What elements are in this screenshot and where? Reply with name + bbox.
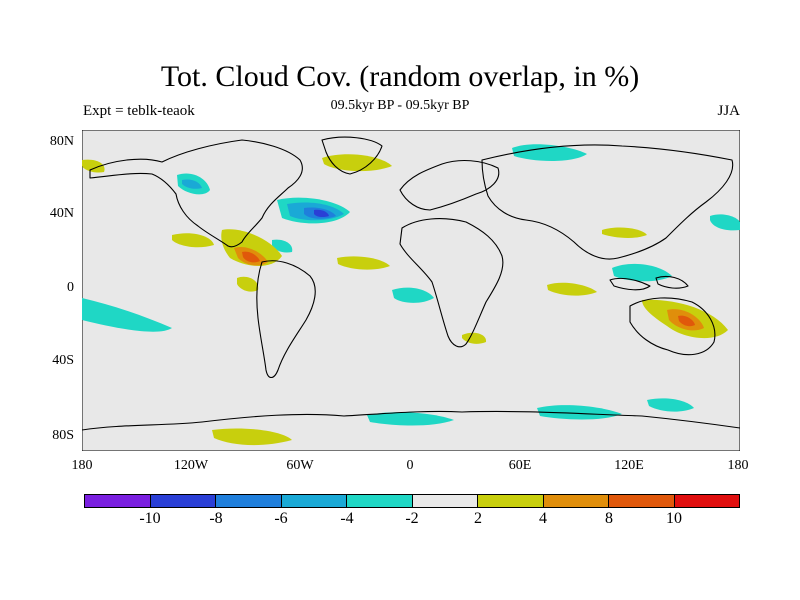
colorbar-box (85, 495, 151, 507)
anomaly-strong-negative-patch (182, 179, 202, 189)
colorbar-box (150, 495, 216, 507)
anomaly-strong-positive-patch (242, 251, 260, 263)
anomaly-negative-patch (537, 405, 622, 420)
anomaly-positive-patch (172, 233, 214, 248)
lon-label-180e: 180 (727, 458, 749, 473)
colorbar-box (412, 495, 478, 507)
lat-label-equator: 0 (67, 280, 74, 295)
colorbar-label: 10 (666, 510, 682, 527)
coastline-australia (629, 297, 716, 356)
anomaly-strong-negative-patch (314, 209, 329, 218)
coastline-asia (481, 144, 734, 260)
anomaly-positive-patch (82, 159, 105, 173)
anomaly-negative-patch (392, 287, 434, 303)
colorbar-label: -6 (274, 510, 288, 527)
colorbar-box (674, 495, 739, 507)
anomaly-negative-patch (82, 298, 172, 332)
anomaly-positive-patch (602, 227, 647, 238)
colorbar-box (347, 495, 413, 507)
colorbar-label: -8 (209, 510, 223, 527)
anomaly-positive-patch (221, 229, 282, 266)
colorbar-label: 4 (539, 510, 547, 527)
anomaly-negative-patch (512, 144, 587, 161)
colorbar-box (543, 495, 609, 507)
colorbar-box (609, 495, 675, 507)
lon-label-180w: 180 (71, 458, 93, 473)
anomaly-negative-patch (710, 214, 740, 231)
colorbar-box (478, 495, 544, 507)
anomaly-negative-patch (367, 412, 454, 426)
colorbar-label: 2 (474, 510, 482, 527)
lat-label-40n: 40N (49, 206, 74, 221)
season-label: JJA (717, 103, 740, 119)
colorbar-label: 8 (605, 510, 613, 527)
coastline-greenland (321, 136, 383, 175)
map-panel (82, 130, 740, 451)
coastline-indonesia (609, 275, 689, 291)
lon-label-60e: 60E (508, 458, 532, 473)
lon-label-120w: 120W (173, 458, 209, 473)
anomaly-positive-patch (547, 282, 597, 296)
plot-title: Tot. Cloud Cov. (random overlap, in %) (160, 60, 640, 93)
colorbar-box (216, 495, 282, 507)
lat-label-80s: 80S (52, 428, 74, 443)
colorbar-label: -4 (340, 510, 354, 527)
anomaly-strong-positive-patch (678, 315, 695, 327)
lon-label-60w: 60W (286, 458, 314, 473)
coastline-north-america (89, 139, 303, 248)
coastlines (82, 136, 740, 431)
lon-label-120e: 120E (614, 458, 644, 473)
coastline-africa (399, 218, 504, 348)
colorbar-label: -2 (405, 510, 419, 527)
anomaly-patches (82, 144, 740, 446)
plot-subtitle: 09.5kyr BP - 09.5kyr BP (330, 98, 470, 113)
experiment-label: Expt = teblk-teaok (83, 103, 195, 119)
anomaly-negative-patch (647, 398, 694, 412)
anomaly-negative-patch (612, 263, 672, 282)
anomaly-negative-patch (272, 239, 293, 253)
coastline-europe (399, 159, 500, 211)
colorbar (84, 494, 740, 508)
lon-label-0: 0 (406, 458, 414, 473)
coastline-antarctica (82, 410, 740, 431)
lat-label-40s: 40S (52, 353, 74, 368)
anomaly-positive-patch (337, 256, 390, 270)
coastline-south-america (256, 260, 316, 379)
anomaly-positive-patch (237, 276, 259, 292)
lat-label-80n: 80N (49, 134, 74, 149)
anomaly-positive-patch (212, 428, 292, 446)
colorbar-label: -10 (139, 510, 161, 527)
colorbar-box (281, 495, 347, 507)
